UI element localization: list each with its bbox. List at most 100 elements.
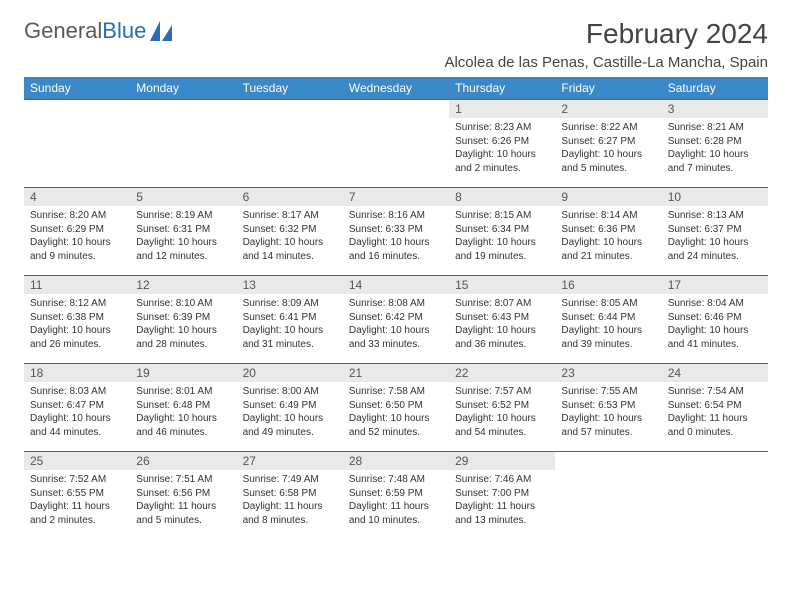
day-sr: Sunrise: 8:07 AM — [455, 297, 549, 311]
day-dl2: and 33 minutes. — [349, 338, 443, 352]
day-dl1: Daylight: 10 hours — [136, 412, 230, 426]
day-sr: Sunrise: 8:03 AM — [30, 385, 124, 399]
day-info: Sunrise: 7:48 AMSunset: 6:59 PMDaylight:… — [343, 470, 449, 530]
calendar-day-cell: 23Sunrise: 7:55 AMSunset: 6:53 PMDayligh… — [555, 364, 661, 452]
calendar-day-cell: 1Sunrise: 8:23 AMSunset: 6:26 PMDaylight… — [449, 100, 555, 188]
day-dl1: Daylight: 10 hours — [136, 324, 230, 338]
day-number: 14 — [343, 276, 449, 294]
weekday-header: Wednesday — [343, 77, 449, 100]
day-sr: Sunrise: 8:05 AM — [561, 297, 655, 311]
day-dl1: Daylight: 10 hours — [455, 148, 549, 162]
day-ss: Sunset: 6:39 PM — [136, 311, 230, 325]
day-info: Sunrise: 8:20 AMSunset: 6:29 PMDaylight:… — [24, 206, 130, 266]
weekday-header-row: Sunday Monday Tuesday Wednesday Thursday… — [24, 77, 768, 100]
weekday-header: Thursday — [449, 77, 555, 100]
day-dl1: Daylight: 11 hours — [243, 500, 337, 514]
location: Alcolea de las Penas, Castille-La Mancha… — [444, 54, 768, 71]
day-dl2: and 39 minutes. — [561, 338, 655, 352]
day-number: 21 — [343, 364, 449, 382]
calendar-week-row: 4Sunrise: 8:20 AMSunset: 6:29 PMDaylight… — [24, 188, 768, 276]
day-number: 17 — [662, 276, 768, 294]
day-sr: Sunrise: 8:00 AM — [243, 385, 337, 399]
day-number: 4 — [24, 188, 130, 206]
weekday-header: Monday — [130, 77, 236, 100]
calendar-day-cell: 2Sunrise: 8:22 AMSunset: 6:27 PMDaylight… — [555, 100, 661, 188]
day-dl1: Daylight: 10 hours — [561, 412, 655, 426]
day-dl1: Daylight: 10 hours — [561, 148, 655, 162]
day-dl1: Daylight: 11 hours — [349, 500, 443, 514]
day-info: Sunrise: 7:54 AMSunset: 6:54 PMDaylight:… — [662, 382, 768, 442]
calendar-day-cell: 21Sunrise: 7:58 AMSunset: 6:50 PMDayligh… — [343, 364, 449, 452]
day-dl1: Daylight: 10 hours — [349, 324, 443, 338]
calendar-day-cell: 17Sunrise: 8:04 AMSunset: 6:46 PMDayligh… — [662, 276, 768, 364]
calendar-day-cell: 4Sunrise: 8:20 AMSunset: 6:29 PMDaylight… — [24, 188, 130, 276]
day-dl1: Daylight: 10 hours — [668, 324, 762, 338]
day-dl2: and 9 minutes. — [30, 250, 124, 264]
day-info: Sunrise: 8:23 AMSunset: 6:26 PMDaylight:… — [449, 118, 555, 178]
day-ss: Sunset: 6:55 PM — [30, 487, 124, 501]
day-info: Sunrise: 8:12 AMSunset: 6:38 PMDaylight:… — [24, 294, 130, 354]
calendar-day-cell: 28Sunrise: 7:48 AMSunset: 6:59 PMDayligh… — [343, 452, 449, 540]
day-dl2: and 2 minutes. — [30, 514, 124, 528]
logo-text-1: General — [24, 18, 102, 44]
calendar-day-cell — [24, 100, 130, 188]
day-number: 8 — [449, 188, 555, 206]
day-sr: Sunrise: 8:12 AM — [30, 297, 124, 311]
day-number: 25 — [24, 452, 130, 470]
day-dl2: and 26 minutes. — [30, 338, 124, 352]
day-sr: Sunrise: 8:23 AM — [455, 121, 549, 135]
day-dl2: and 44 minutes. — [30, 426, 124, 440]
day-info: Sunrise: 8:09 AMSunset: 6:41 PMDaylight:… — [237, 294, 343, 354]
day-sr: Sunrise: 8:04 AM — [668, 297, 762, 311]
day-dl2: and 46 minutes. — [136, 426, 230, 440]
day-info: Sunrise: 8:01 AMSunset: 6:48 PMDaylight:… — [130, 382, 236, 442]
day-number: 6 — [237, 188, 343, 206]
calendar-day-cell: 27Sunrise: 7:49 AMSunset: 6:58 PMDayligh… — [237, 452, 343, 540]
day-dl2: and 49 minutes. — [243, 426, 337, 440]
day-number: 10 — [662, 188, 768, 206]
day-ss: Sunset: 6:59 PM — [349, 487, 443, 501]
header: GeneralBlue February 2024 Alcolea de las… — [24, 18, 768, 71]
day-dl2: and 5 minutes. — [561, 162, 655, 176]
day-dl1: Daylight: 10 hours — [455, 412, 549, 426]
day-number: 19 — [130, 364, 236, 382]
day-ss: Sunset: 7:00 PM — [455, 487, 549, 501]
day-dl2: and 14 minutes. — [243, 250, 337, 264]
month-title: February 2024 — [444, 18, 768, 50]
calendar-day-cell: 20Sunrise: 8:00 AMSunset: 6:49 PMDayligh… — [237, 364, 343, 452]
day-info: Sunrise: 7:58 AMSunset: 6:50 PMDaylight:… — [343, 382, 449, 442]
day-ss: Sunset: 6:38 PM — [30, 311, 124, 325]
day-dl1: Daylight: 10 hours — [136, 236, 230, 250]
day-ss: Sunset: 6:29 PM — [30, 223, 124, 237]
day-info: Sunrise: 7:46 AMSunset: 7:00 PMDaylight:… — [449, 470, 555, 530]
day-sr: Sunrise: 8:17 AM — [243, 209, 337, 223]
day-ss: Sunset: 6:26 PM — [455, 135, 549, 149]
day-sr: Sunrise: 8:19 AM — [136, 209, 230, 223]
day-dl2: and 7 minutes. — [668, 162, 762, 176]
weekday-header: Tuesday — [237, 77, 343, 100]
day-sr: Sunrise: 8:22 AM — [561, 121, 655, 135]
day-info: Sunrise: 7:49 AMSunset: 6:58 PMDaylight:… — [237, 470, 343, 530]
calendar-day-cell — [343, 100, 449, 188]
day-sr: Sunrise: 7:52 AM — [30, 473, 124, 487]
day-info: Sunrise: 8:05 AMSunset: 6:44 PMDaylight:… — [555, 294, 661, 354]
day-ss: Sunset: 6:33 PM — [349, 223, 443, 237]
day-sr: Sunrise: 8:10 AM — [136, 297, 230, 311]
calendar-day-cell: 29Sunrise: 7:46 AMSunset: 7:00 PMDayligh… — [449, 452, 555, 540]
calendar-day-cell: 19Sunrise: 8:01 AMSunset: 6:48 PMDayligh… — [130, 364, 236, 452]
day-number: 11 — [24, 276, 130, 294]
day-info: Sunrise: 8:10 AMSunset: 6:39 PMDaylight:… — [130, 294, 236, 354]
calendar-day-cell: 18Sunrise: 8:03 AMSunset: 6:47 PMDayligh… — [24, 364, 130, 452]
day-info: Sunrise: 8:07 AMSunset: 6:43 PMDaylight:… — [449, 294, 555, 354]
day-dl2: and 57 minutes. — [561, 426, 655, 440]
day-dl2: and 54 minutes. — [455, 426, 549, 440]
calendar-day-cell: 13Sunrise: 8:09 AMSunset: 6:41 PMDayligh… — [237, 276, 343, 364]
day-info: Sunrise: 8:08 AMSunset: 6:42 PMDaylight:… — [343, 294, 449, 354]
day-dl2: and 19 minutes. — [455, 250, 549, 264]
day-info: Sunrise: 8:17 AMSunset: 6:32 PMDaylight:… — [237, 206, 343, 266]
day-sr: Sunrise: 7:49 AM — [243, 473, 337, 487]
day-sr: Sunrise: 7:58 AM — [349, 385, 443, 399]
day-sr: Sunrise: 7:46 AM — [455, 473, 549, 487]
calendar-table: Sunday Monday Tuesday Wednesday Thursday… — [24, 77, 768, 540]
day-number: 2 — [555, 100, 661, 118]
